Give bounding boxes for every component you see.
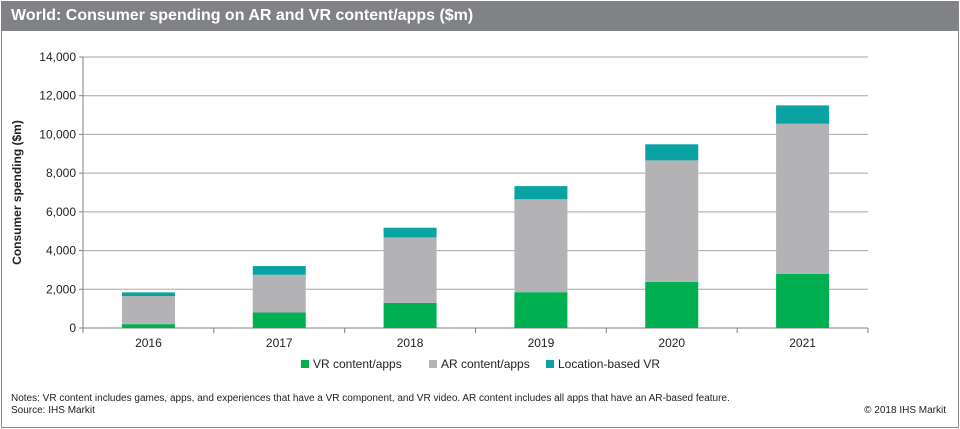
- y-tick-label: 14,000: [39, 50, 76, 64]
- bar-segment-location-based-vr: [776, 105, 830, 124]
- copyright-text: © 2018 IHS Markit: [864, 405, 946, 416]
- y-tick-label: 8,000: [46, 166, 76, 180]
- bar-segment-ar-content-apps: [776, 123, 830, 274]
- title-bar: World: Consumer spending on AR and VR co…: [1, 1, 958, 31]
- bar-segment-vr-content-apps: [252, 312, 306, 328]
- y-tick-label: 4,000: [46, 244, 76, 258]
- bar-segment-location-based-vr: [121, 292, 175, 297]
- bar-segment-ar-content-apps: [252, 274, 306, 313]
- bar-segment-ar-content-apps: [383, 237, 437, 303]
- notes-text: Notes: VR content includes games, apps, …: [11, 393, 730, 404]
- y-tick-label: 12,000: [39, 89, 76, 103]
- bar-segment-ar-content-apps: [645, 160, 699, 282]
- x-tick-label: 2018: [397, 336, 424, 350]
- x-tick-label: 2020: [658, 336, 685, 350]
- bar-segment-ar-content-apps: [514, 199, 568, 293]
- footer-notes: Notes: VR content includes games, apps, …: [11, 393, 730, 417]
- legend-swatch: [429, 360, 437, 368]
- bar-segment-vr-content-apps: [776, 273, 830, 328]
- bar-segment-location-based-vr: [383, 227, 437, 238]
- bar-segment-ar-content-apps: [121, 296, 175, 325]
- x-tick-label: 2016: [135, 336, 162, 350]
- legend-swatch: [301, 360, 309, 368]
- legend-label: AR content/apps: [441, 357, 530, 371]
- y-tick-label: 6,000: [46, 205, 76, 219]
- legend-swatch: [546, 360, 554, 368]
- source-text: Source: IHS Markit: [11, 405, 95, 416]
- x-tick-label: 2017: [266, 336, 293, 350]
- legend-label: VR content/apps: [313, 357, 402, 371]
- bar-segment-vr-content-apps: [383, 302, 437, 328]
- bar-segment-vr-content-apps: [121, 324, 175, 328]
- y-tick-label: 10,000: [39, 127, 76, 141]
- y-axis-label: Consumer spending ($m): [10, 120, 24, 265]
- y-tick-label: 2,000: [46, 282, 76, 296]
- bar-segment-location-based-vr: [645, 144, 699, 161]
- x-tick-label: 2021: [789, 336, 816, 350]
- x-tick-label: 2019: [528, 336, 555, 350]
- bar-segment-vr-content-apps: [645, 281, 699, 328]
- bar-segment-location-based-vr: [252, 266, 306, 275]
- chart-title: World: Consumer spending on AR and VR co…: [11, 7, 474, 24]
- bar-segment-vr-content-apps: [514, 292, 568, 328]
- legend-label: Location-based VR: [558, 357, 660, 371]
- bar-segment-location-based-vr: [514, 186, 568, 200]
- y-tick-label: 0: [69, 321, 76, 335]
